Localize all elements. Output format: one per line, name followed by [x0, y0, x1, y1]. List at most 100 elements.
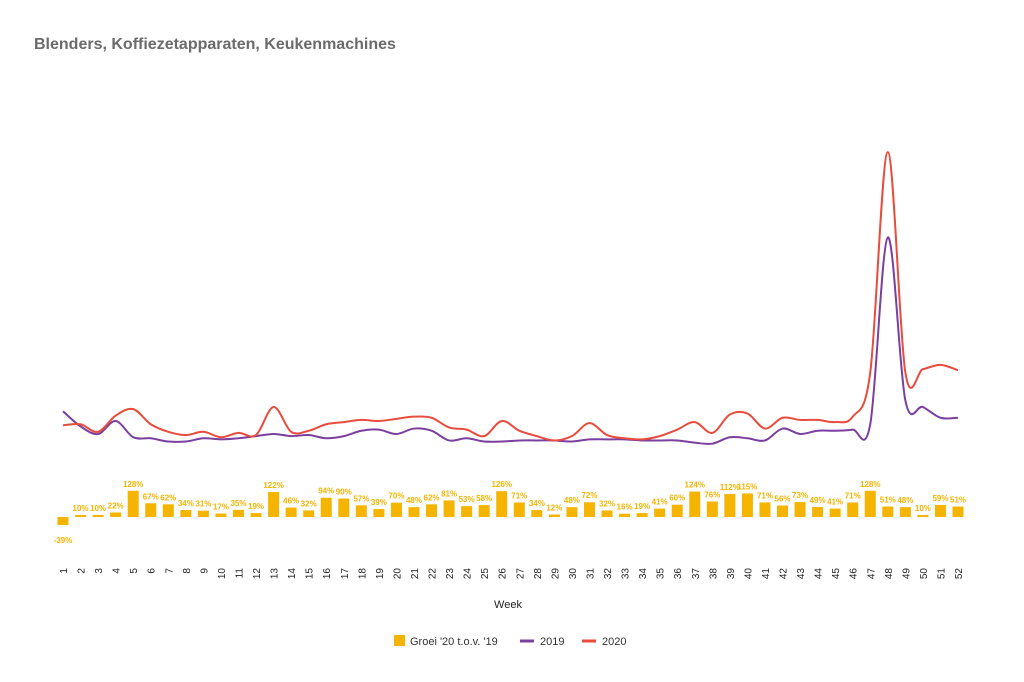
bar-week-21: [408, 507, 420, 517]
x-tick-label: 1: [59, 568, 70, 574]
bar-week-3: [92, 514, 104, 517]
x-tick-label: 21: [410, 568, 421, 580]
x-tick-label: 30: [568, 568, 579, 580]
x-tick-label: 24: [463, 568, 474, 580]
bar-data-label: 53%: [459, 495, 475, 504]
x-tick-label: 23: [445, 568, 456, 580]
bar-week-50: [917, 514, 929, 517]
x-tick-label: 45: [831, 568, 842, 580]
line-series-2019: [62, 236, 959, 445]
bar-week-18: [355, 505, 367, 517]
bar-data-label: 76%: [704, 490, 720, 499]
bar-data-label: 35%: [230, 499, 246, 508]
bar-data-label: 10%: [73, 504, 89, 513]
x-tick-label: 40: [743, 568, 754, 580]
bar-data-label: 16%: [617, 503, 633, 512]
bar-data-label: 71%: [757, 491, 773, 500]
bar-data-label: 46%: [283, 497, 299, 506]
bar-data-label: 128%: [860, 480, 880, 489]
bar-week-22: [426, 504, 438, 517]
x-tick-label: 25: [480, 568, 491, 580]
bar-label-group: -39%10% 10% 22%128%67% 62%34% 31% 17% 35% 19%12…: [54, 480, 966, 545]
x-tick-label: 6: [147, 568, 158, 574]
bar-data-label: 51%: [880, 496, 896, 505]
x-tick-label: 9: [199, 568, 210, 574]
bar-week-44: [812, 506, 824, 517]
x-tick-label: 48: [884, 568, 895, 580]
bar-week-38: [706, 501, 718, 517]
x-tick-label: 41: [761, 568, 772, 580]
x-tick-label: 39: [726, 568, 737, 580]
bar-data-label: 94%: [318, 487, 334, 496]
legend-swatch-growth: [394, 635, 405, 646]
x-tick-label: 35: [656, 568, 667, 580]
x-tick-label: 32: [603, 568, 614, 580]
bar-week-46: [847, 502, 859, 517]
bar-week-52: [952, 506, 964, 517]
bar-data-label: 51%: [950, 496, 966, 505]
bar-group: [57, 490, 964, 525]
bar-data-label: 70%: [388, 492, 404, 501]
x-tick-label: 5: [129, 568, 140, 574]
x-tick-label: 31: [585, 568, 596, 580]
bar-week-37: [689, 491, 701, 517]
x-tick-label: 29: [550, 568, 561, 580]
bar-data-label: 73%: [792, 491, 808, 500]
legend-label-2019: 2019: [540, 636, 564, 648]
chart-title: Blenders, Koffiezetapparaten, Keukenmach…: [34, 36, 396, 53]
x-tick-label: 36: [673, 568, 684, 580]
bar-data-label: 10%: [915, 504, 931, 513]
x-tick-label: 12: [252, 568, 263, 580]
bar-data-label: 10%: [90, 504, 106, 513]
legend-label-growth: Groei '20 t.o.v. '19: [410, 636, 498, 648]
x-tick-label: 3: [94, 568, 105, 574]
bar-data-label: 71%: [845, 491, 861, 500]
bar-data-label: 22%: [108, 501, 124, 510]
x-tick-label: 14: [287, 568, 298, 580]
bar-data-label: 48%: [564, 496, 580, 505]
bar-week-2: [75, 514, 87, 517]
bar-data-label: 48%: [406, 496, 422, 505]
x-tick-label: 19: [375, 568, 386, 580]
bar-week-5: [127, 490, 139, 517]
bar-week-19: [373, 509, 385, 517]
bar-week-13: [268, 491, 280, 517]
bar-data-label: 60%: [669, 494, 685, 503]
x-tick-label: 28: [533, 568, 544, 580]
bar-data-label: 34%: [529, 499, 545, 508]
x-tick-label: 44: [814, 568, 825, 580]
bar-data-label: 49%: [810, 496, 826, 505]
bar-week-35: [654, 508, 666, 517]
bar-week-12: [250, 513, 262, 517]
bar-week-40: [741, 493, 753, 517]
bar-week-24: [461, 506, 473, 517]
bar-week-23: [443, 500, 455, 517]
bar-week-45: [829, 508, 841, 517]
legend-label-2020: 2020: [602, 636, 626, 648]
x-tick-label: 2: [77, 568, 88, 574]
bar-week-11: [232, 509, 244, 517]
bar-data-label: 32%: [599, 499, 615, 508]
x-tick-label: 43: [796, 568, 807, 580]
bar-week-20: [390, 502, 402, 517]
bar-week-17: [338, 498, 350, 517]
x-tick-label: 22: [428, 568, 439, 580]
x-tick-label: 33: [621, 568, 632, 580]
bar-week-32: [601, 510, 613, 517]
bar-data-label: 41%: [652, 498, 668, 507]
bar-week-39: [724, 494, 736, 517]
bar-week-43: [794, 502, 806, 517]
bar-week-26: [496, 491, 508, 517]
bar-week-15: [303, 510, 315, 517]
bar-week-9: [197, 510, 209, 517]
x-tick-label: 8: [182, 568, 193, 574]
bar-data-label: 17%: [213, 503, 229, 512]
bar-data-label: -39%: [54, 536, 73, 545]
bar-week-6: [145, 503, 157, 517]
bar-data-label: 62%: [160, 493, 176, 502]
x-axis-title: Week: [494, 599, 522, 611]
x-tick-label: 11: [234, 568, 245, 579]
bar-week-28: [531, 510, 543, 517]
bar-week-1: [57, 517, 69, 525]
x-tick-label: 10: [217, 568, 228, 580]
